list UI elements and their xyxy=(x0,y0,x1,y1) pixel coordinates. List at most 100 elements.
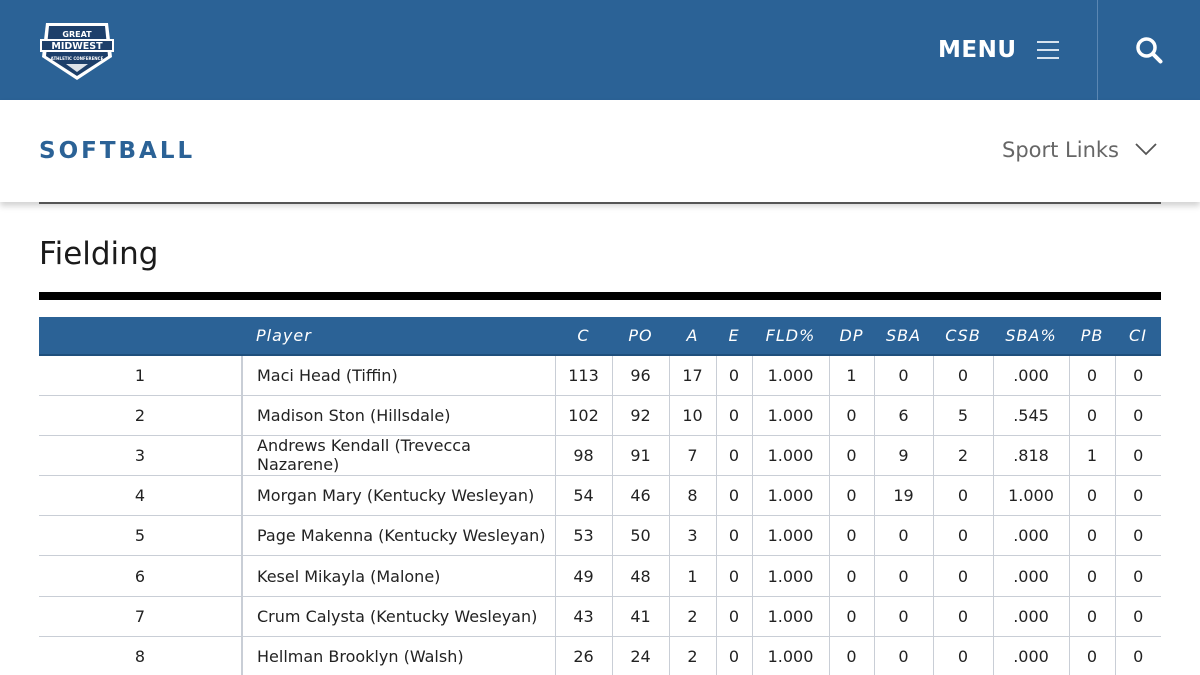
cell-dp: 0 xyxy=(829,596,875,637)
cell-e: 0 xyxy=(716,435,753,477)
cell-c: 102 xyxy=(555,395,613,436)
column-header-po[interactable]: PO xyxy=(612,317,669,356)
cell-po: 46 xyxy=(612,475,670,517)
conference-logo[interactable]: GREAT MIDWEST ATHLETIC CONFERENCE xyxy=(38,17,116,83)
cell-csb: 0 xyxy=(933,475,994,517)
column-header-dp[interactable]: DP xyxy=(829,317,874,356)
cell-ci: 0 xyxy=(1115,515,1161,557)
cell-ci: 0 xyxy=(1115,636,1161,675)
column-header-sba[interactable]: SBA xyxy=(874,317,933,356)
cell-sba-pct: .000 xyxy=(993,636,1070,675)
cell-a: 2 xyxy=(669,636,717,675)
cell-rank: 2 xyxy=(39,395,242,436)
cell-csb: 0 xyxy=(933,355,994,396)
cell-sba: 0 xyxy=(874,636,934,675)
cell-pb: 0 xyxy=(1069,555,1116,597)
cell-e: 0 xyxy=(716,355,753,396)
cell-sba: 9 xyxy=(874,435,934,477)
cell-c: 54 xyxy=(555,475,613,517)
table-header-row: Player C PO A E FLD% DP SBA CSB SBA% PB … xyxy=(39,317,1161,356)
sport-links-label: Sport Links xyxy=(1002,138,1119,162)
cell-a: 3 xyxy=(669,515,717,557)
sport-title[interactable]: SOFTBALL xyxy=(39,138,196,164)
cell-player[interactable]: Page Makenna (Kentucky Wesleyan) xyxy=(241,515,556,557)
logo-text-great: GREAT xyxy=(62,30,92,39)
hamburger-icon xyxy=(1036,39,1059,61)
cell-ci: 0 xyxy=(1115,355,1161,396)
cell-a: 2 xyxy=(669,596,717,637)
cell-e: 0 xyxy=(716,555,753,597)
cell-pb: 0 xyxy=(1069,355,1116,396)
cell-rank: 5 xyxy=(39,515,242,557)
cell-po: 41 xyxy=(612,596,670,637)
column-header-a[interactable]: A xyxy=(669,317,716,356)
cell-dp: 0 xyxy=(829,636,875,675)
cell-sba-pct: .000 xyxy=(993,596,1070,637)
cell-po: 91 xyxy=(612,435,670,477)
cell-player[interactable]: Maci Head (Tiffin) xyxy=(241,355,556,396)
column-header-fld-pct[interactable]: FLD% xyxy=(752,317,829,356)
cell-sba: 0 xyxy=(874,555,934,597)
cell-player[interactable]: Hellman Brooklyn (Walsh) xyxy=(241,636,556,675)
column-header-e[interactable]: E xyxy=(716,317,752,356)
cell-e: 0 xyxy=(716,636,753,675)
header-divider xyxy=(1097,0,1098,100)
cell-a: 17 xyxy=(669,355,717,396)
column-header-ci[interactable]: CI xyxy=(1115,317,1161,356)
cell-fld-pct: 1.000 xyxy=(752,475,830,517)
cell-sba-pct: .818 xyxy=(993,435,1070,477)
cell-sba: 19 xyxy=(874,475,934,517)
cell-a: 8 xyxy=(669,475,717,517)
menu-button[interactable]: MENU xyxy=(938,30,1059,70)
cell-csb: 2 xyxy=(933,435,994,477)
cell-rank: 6 xyxy=(39,555,242,597)
cell-player[interactable]: Madison Ston (Hillsdale) xyxy=(241,395,556,436)
cell-ci: 0 xyxy=(1115,555,1161,597)
cell-sba-pct: 1.000 xyxy=(993,475,1070,517)
search-icon xyxy=(1136,37,1163,64)
cell-ci: 0 xyxy=(1115,596,1161,637)
table-row: 6 Kesel Mikayla (Malone) 49 48 1 0 1.000 0 0 0.00… xyxy=(39,555,1161,597)
cell-po: 24 xyxy=(612,636,670,675)
sport-header-bar: SOFTBALL Sport Links xyxy=(0,100,1200,202)
cell-sba-pct: .000 xyxy=(993,515,1070,557)
cell-a: 10 xyxy=(669,395,717,436)
cell-csb: 0 xyxy=(933,555,994,597)
column-header-player[interactable]: Player xyxy=(242,317,555,356)
cell-player[interactable]: Andrews Kendall (Trevecca Nazarene) xyxy=(241,435,556,477)
sport-links-dropdown[interactable]: Sport Links xyxy=(1002,138,1157,162)
table-row: 2 Madison Ston (Hillsdale) 102 92 10 0 1.000 0 6… xyxy=(39,395,1161,436)
cell-rank: 1 xyxy=(39,355,242,396)
cell-player[interactable]: Kesel Mikayla (Malone) xyxy=(241,555,556,597)
table-row: 7 Crum Calysta (Kentucky Wesleyan) 43 41 2 0 1… xyxy=(39,596,1161,637)
cell-rank: 8 xyxy=(39,636,242,675)
cell-e: 0 xyxy=(716,475,753,517)
table-row: 4 Morgan Mary (Kentucky Wesleyan) 54 46 8 0 1.… xyxy=(39,475,1161,517)
cell-dp: 0 xyxy=(829,475,875,517)
cell-csb: 0 xyxy=(933,515,994,557)
cell-pb: 0 xyxy=(1069,475,1116,517)
cell-csb: 0 xyxy=(933,596,994,637)
column-header-sba-pct[interactable]: SBA% xyxy=(993,317,1069,356)
logo-text-midwest: MIDWEST xyxy=(51,41,103,52)
cell-dp: 0 xyxy=(829,515,875,557)
table-row: 1 Maci Head (Tiffin) 113 96 17 0 1.000 1 0 0.000 0… xyxy=(39,355,1161,396)
divider xyxy=(39,202,1161,204)
cell-fld-pct: 1.000 xyxy=(752,355,830,396)
cell-pb: 1 xyxy=(1069,435,1116,477)
cell-player[interactable]: Morgan Mary (Kentucky Wesleyan) xyxy=(241,475,556,517)
cell-rank: 7 xyxy=(39,596,242,637)
cell-dp: 0 xyxy=(829,435,875,477)
cell-c: 43 xyxy=(555,596,613,637)
cell-po: 48 xyxy=(612,555,670,597)
search-button[interactable] xyxy=(1098,0,1200,100)
column-header-csb[interactable]: CSB xyxy=(933,317,993,356)
cell-player[interactable]: Crum Calysta (Kentucky Wesleyan) xyxy=(241,596,556,637)
column-header-pb[interactable]: PB xyxy=(1069,317,1115,356)
cell-po: 50 xyxy=(612,515,670,557)
cell-e: 0 xyxy=(716,395,753,436)
column-header-rank[interactable] xyxy=(39,317,242,356)
column-header-c[interactable]: C xyxy=(555,317,612,356)
cell-rank: 4 xyxy=(39,475,242,517)
chevron-down-icon xyxy=(1135,143,1157,156)
